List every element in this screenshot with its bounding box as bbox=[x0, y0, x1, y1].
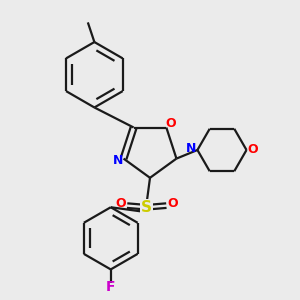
Text: O: O bbox=[168, 197, 178, 211]
Text: N: N bbox=[186, 142, 197, 155]
Text: N: N bbox=[112, 154, 123, 167]
Text: F: F bbox=[106, 280, 116, 294]
Text: S: S bbox=[141, 200, 152, 215]
Text: O: O bbox=[165, 117, 175, 130]
Text: O: O bbox=[247, 143, 258, 157]
Text: O: O bbox=[115, 197, 126, 211]
